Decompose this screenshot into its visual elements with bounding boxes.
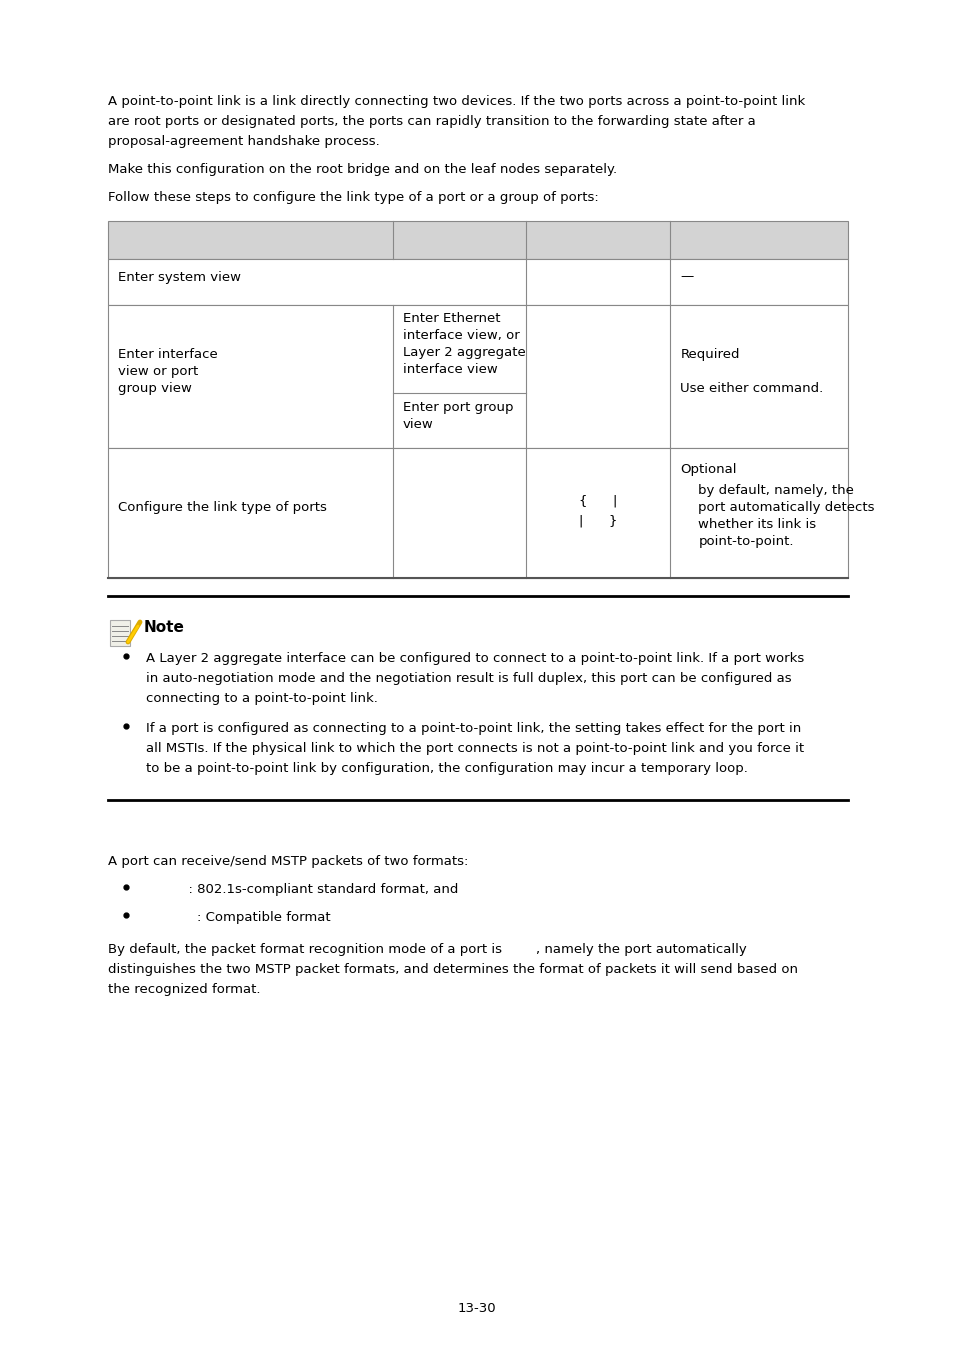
Text: by default, namely, the
port automatically detects
whether its link is
point-to-: by default, namely, the port automatical… [698,485,874,548]
Text: Configure the link type of ports: Configure the link type of ports [118,501,327,514]
Text: all MSTIs. If the physical link to which the port connects is not a point-to-poi: all MSTIs. If the physical link to which… [146,743,803,755]
Text: the recognized format.: the recognized format. [108,983,260,996]
Text: Make this configuration on the root bridge and on the leaf nodes separately.: Make this configuration on the root brid… [108,163,617,176]
Text: Optional: Optional [679,463,736,477]
Bar [108,305,847,448]
Text: : Compatible format: : Compatible format [146,911,331,923]
Text: Required

Use either command.: Required Use either command. [679,348,822,396]
FancyBboxPatch shape [110,620,130,647]
Text: A Layer 2 aggregate interface can be configured to connect to a point-to-point l: A Layer 2 aggregate interface can be con… [146,652,803,666]
Text: Enter Ethernet
interface view, or
Layer 2 aggregate
interface view: Enter Ethernet interface view, or Layer … [402,312,525,377]
Text: distinguishes the two MSTP packet formats, and determines the format of packets : distinguishes the two MSTP packet format… [108,963,797,976]
Text: {      |: { | [578,494,617,508]
Text: proposal-agreement handshake process.: proposal-agreement handshake process. [108,135,379,148]
Text: are root ports or designated ports, the ports can rapidly transition to the forw: are root ports or designated ports, the … [108,115,755,128]
Text: in auto-negotiation mode and the negotiation result is full duplex, this port ca: in auto-negotiation mode and the negotia… [146,672,791,684]
Text: Enter interface
view or port
group view: Enter interface view or port group view [118,348,217,396]
Text: Enter port group
view: Enter port group view [402,401,513,431]
Text: : 802.1s-compliant standard format, and: : 802.1s-compliant standard format, and [146,883,457,896]
Text: |      }: | } [578,514,617,528]
Text: Follow these steps to configure the link type of a port or a group of ports:: Follow these steps to configure the link… [108,190,598,204]
Text: Enter system view: Enter system view [118,270,241,284]
Text: If a port is configured as connecting to a point-to-point link, the setting take: If a port is configured as connecting to… [146,722,801,734]
Text: to be a point-to-point link by configuration, the configuration may incur a temp: to be a point-to-point link by configura… [146,761,747,775]
Text: —: — [679,270,693,284]
Bar [108,448,847,578]
Text: connecting to a point-to-point link.: connecting to a point-to-point link. [146,693,377,705]
Bar [108,221,847,259]
Text: A port can receive/send MSTP packets of two formats:: A port can receive/send MSTP packets of … [108,855,468,868]
Text: Note: Note [144,621,185,636]
Text: A point-to-point link is a link directly connecting two devices. If the two port: A point-to-point link is a link directly… [108,95,804,108]
Text: 13-30: 13-30 [457,1301,496,1315]
Bar [108,259,847,305]
Text: By default, the packet format recognition mode of a port is        , namely the : By default, the packet format recognitio… [108,944,746,956]
